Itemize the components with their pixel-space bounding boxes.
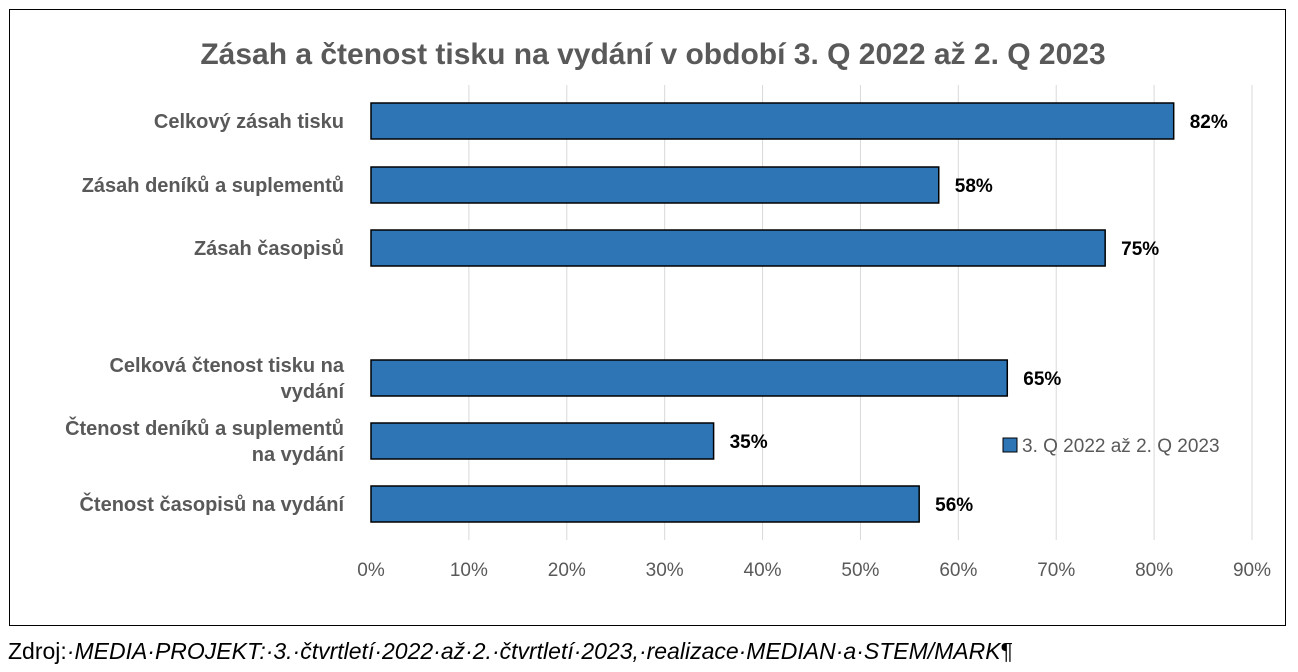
legend-label: 3. Q 2022 až 2. Q 2023 — [1022, 436, 1220, 457]
chart-frame: Zásah a čtenost tisku na vydání v období… — [9, 9, 1286, 626]
paragraph-mark: ¶ — [1000, 638, 1013, 664]
x-tick-label: 60% — [939, 560, 977, 581]
bars: 82% 58% 75% 65% 35% 56% — [370, 102, 1228, 523]
x-axis-tick-labels: 0% 10% 20% 30% 40% 50% 60% 70% 80% 90% — [357, 560, 1271, 581]
category-label: Čtenost časopisů na vydání — [79, 492, 345, 516]
x-tick-label: 20% — [548, 560, 586, 581]
x-tick-label: 10% — [450, 560, 488, 581]
category-label: Čtenost deníků a suplementů na vydání — [65, 416, 345, 466]
gridlines — [468, 85, 1253, 540]
bar — [370, 485, 920, 523]
x-tick-label: 50% — [841, 560, 879, 581]
data-label: 65% — [1023, 369, 1061, 390]
legend-swatch — [1002, 437, 1018, 453]
bar — [370, 102, 1175, 140]
data-label: 82% — [1190, 112, 1228, 133]
chart-title: Zásah a čtenost tisku na vydání v období… — [200, 38, 1105, 71]
data-label: 58% — [955, 176, 993, 197]
category-labels: Celkový zásah tisku Zásah deníků a suplem… — [65, 111, 345, 516]
x-tick-label: 40% — [744, 560, 782, 581]
x-tick-label: 90% — [1233, 560, 1271, 581]
data-label: 56% — [935, 495, 973, 516]
data-label: 75% — [1121, 239, 1159, 260]
source-text: ·MEDIA·PROJEKT:·3.·čtvrtletí·2022·až·2.·… — [66, 638, 1001, 664]
x-tick-label: 80% — [1135, 560, 1173, 581]
bar — [370, 166, 940, 204]
category-label: Celkový zásah tisku — [154, 111, 344, 133]
x-tick-label: 0% — [357, 560, 385, 581]
category-label: Zásah deníků a suplementů — [82, 175, 344, 197]
bar — [370, 359, 1009, 397]
bar — [370, 422, 715, 460]
data-label: 35% — [730, 432, 768, 453]
source-footer: Zdroj:·MEDIA·PROJEKT:·3.·čtvrtletí·2022·… — [8, 638, 1013, 665]
category-label: Zásah časopisů — [194, 238, 344, 260]
bar-chart: Zásah a čtenost tisku na vydání v období… — [65, 38, 1271, 581]
bar — [370, 229, 1106, 267]
x-tick-label: 30% — [646, 560, 684, 581]
source-label: Zdroj: — [8, 638, 67, 664]
x-tick-label: 70% — [1037, 560, 1075, 581]
legend: 3. Q 2022 až 2. Q 2023 — [1002, 436, 1220, 457]
category-label: Celková čtenost tisku na vydání — [109, 355, 345, 403]
